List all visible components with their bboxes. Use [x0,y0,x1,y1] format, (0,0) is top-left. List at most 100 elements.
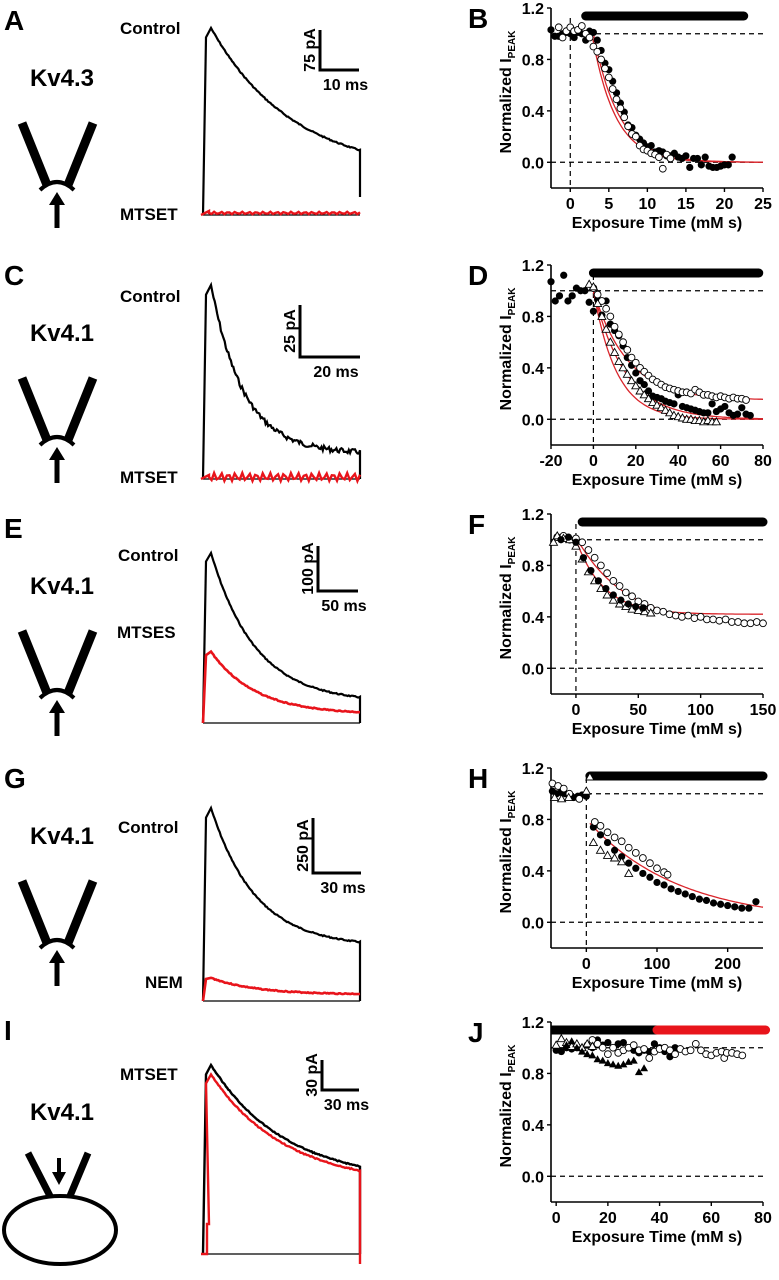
data-point [701,153,709,161]
y-tick-label: 0.4 [522,361,544,378]
arrow-up-head-icon [49,192,65,205]
y-axis-label-subscript: PEAK [507,287,518,316]
data-point [588,1051,597,1059]
x-tick-label: 40 [669,453,687,470]
data-point [628,592,636,601]
y-tick-label: 0.4 [522,864,544,881]
data-point [556,793,567,803]
data-point [610,833,619,842]
y-axis-label: Normalized IPEAK [498,1044,518,1168]
data-point [615,582,624,590]
pipette-wall-right [63,376,98,442]
data-point [666,154,675,163]
pipette-wall-right [63,121,98,187]
data-point [588,281,599,291]
panel-letter: J [468,1017,484,1048]
data-point [724,901,732,910]
data-point [556,1033,567,1043]
x-tick-label: 60 [712,453,730,470]
data-point [593,1055,602,1063]
chart-panel-f: F 0.0 0.4 0.8 1.2 0 50 100 150 Exposure Time (mM … [468,507,776,738]
y-axis-label-main: Normalized I [498,58,515,153]
data-point [563,792,574,802]
data-point [603,828,612,837]
y-axis-label-subscript: PEAK [507,30,518,59]
scale-bar-x-label: 20 ms [313,364,358,381]
data-point [547,26,555,34]
data-point [671,1050,679,1058]
data-point [702,896,711,905]
pipette-wall-left [17,376,52,442]
x-tick-label: 10 [638,196,656,213]
data-point [578,1047,587,1055]
trace-label: Control [118,546,178,565]
data-point [623,346,632,354]
pipette-wall-right [63,629,98,695]
current-traces [201,550,362,724]
data-point [614,356,624,365]
control-trace [201,1062,362,1255]
data-point [619,1038,627,1047]
data-point [593,290,602,299]
current-traces [201,805,362,1002]
panel-letter: A [4,5,24,36]
y-tick-label: 1.2 [522,258,544,275]
scale-bar-x-label: 10 ms [323,77,368,94]
data-point [632,602,640,611]
data-point [711,416,722,426]
y-tick-label: 0.8 [522,1066,544,1083]
data-point [551,1040,561,1049]
scale-bar: 250 pA 30 ms [295,818,366,897]
y-axis-label-main: Normalized I [498,564,515,659]
data-point [598,1056,607,1064]
data-point [631,380,641,390]
data-point [593,47,602,56]
data-point [742,396,750,404]
y-tick-label: 0.8 [522,309,544,326]
y-axis-label-main: Normalized I [498,315,515,410]
arrow-down-head-icon [52,1172,66,1185]
y-axis-label-subscript: PEAK [507,790,518,819]
channel-label: Kv4.1 [30,320,94,347]
data-point [610,322,619,331]
arrow-up-head-icon [49,700,65,713]
data-point [647,397,658,407]
data-point [584,279,594,288]
data-point [639,604,647,612]
pipette-diagram [17,121,98,228]
data-point [655,153,663,161]
membrane-patch [38,688,76,700]
treated-trace [200,469,362,485]
series-cell-2 [588,1036,747,1062]
data-point [588,837,599,847]
pipette-wall-right [66,1151,92,1198]
control-trace [201,550,362,724]
data-point [650,1040,659,1048]
data-point [733,410,742,418]
data-point [640,380,648,389]
series-cell-2 [589,284,750,404]
treated-trace [200,209,361,217]
arrow-up-head-icon [49,447,65,460]
channel-label: Kv4.1 [30,823,94,850]
data-point [644,387,653,395]
membrane-patch [38,180,76,192]
data-point [717,900,725,908]
data-point [635,386,645,395]
y-tick-label: 0.0 [522,915,544,932]
data-point [639,854,647,862]
data-point [709,899,718,907]
data-point [666,1046,674,1055]
x-tick-label: 80 [754,1210,772,1227]
data-point [665,610,674,619]
data-point [682,152,690,160]
data-point [746,619,755,628]
treated-trace [201,1072,362,1264]
data-point [621,588,630,597]
data-point [688,892,696,901]
scale-bar-lines [316,546,358,593]
data-point [601,324,611,333]
data-point [664,407,675,417]
